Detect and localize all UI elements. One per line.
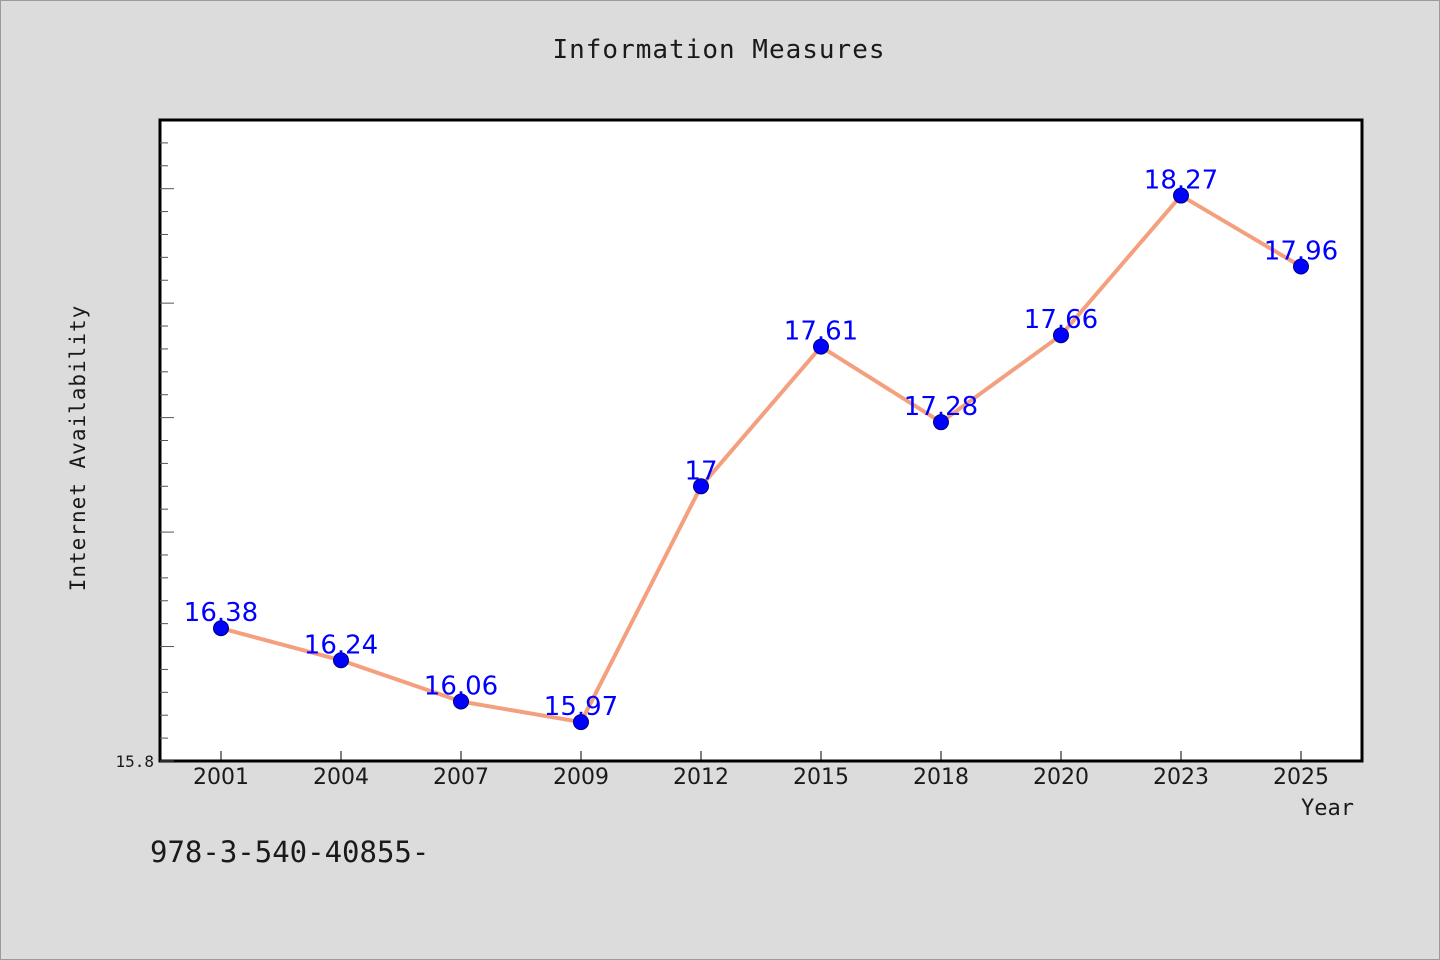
x-tick-label: 2007 (433, 765, 489, 790)
y-tick-label: 15.8 (115, 752, 154, 771)
footer-isbn-text: 978-3-540-40855- (150, 835, 430, 869)
data-point (453, 693, 469, 710)
data-label: 17.28 (904, 392, 978, 422)
data-point (1173, 187, 1189, 204)
data-point (1053, 327, 1069, 344)
data-label: 15.97 (544, 692, 618, 722)
x-axis-ticks: 2001 2004 2007 2009 2012 2015 2018 2020 2023 2025 (193, 751, 1329, 790)
series-line (219, 193, 1303, 725)
x-axis-label: Year (1301, 796, 1354, 821)
x-tick-label: 2004 (313, 765, 369, 790)
x-tick-label: 2012 (673, 765, 729, 790)
x-tick-label: 2018 (913, 765, 969, 790)
plot-area (158, 118, 1364, 763)
data-point (573, 714, 589, 731)
x-tick-label: 2025 (1273, 765, 1329, 790)
data-label: 17.66 (1024, 305, 1098, 335)
data-label: 17 (684, 456, 717, 486)
data-point (933, 414, 949, 431)
x-tick-label: 2023 (1153, 765, 1209, 790)
data-label: 18.27 (1144, 166, 1218, 196)
data-point (213, 620, 229, 637)
series-markers (213, 187, 1309, 731)
data-point (1293, 258, 1309, 275)
data-point (693, 478, 709, 495)
x-tick-label: 2015 (793, 765, 849, 790)
data-point (813, 338, 829, 355)
x-tick-label: 2020 (1033, 765, 1089, 790)
data-label: 17.61 (784, 317, 858, 347)
data-label: 16.24 (304, 630, 378, 660)
data-labels: 16.38 16.24 16.06 15.97 17 17.61 17.28 17.66 18.… (184, 166, 1338, 723)
x-tick-label: 2009 (553, 765, 609, 790)
data-label: 17.96 (1264, 237, 1338, 267)
y-axis-ticks: 15.8 (115, 142, 174, 771)
series-lines (219, 193, 1303, 725)
data-label: 16.38 (184, 598, 258, 628)
x-tick-label: 2001 (193, 765, 249, 790)
data-point (333, 652, 349, 669)
chart-title: Information Measures (552, 35, 886, 65)
data-label: 16.06 (424, 671, 498, 701)
